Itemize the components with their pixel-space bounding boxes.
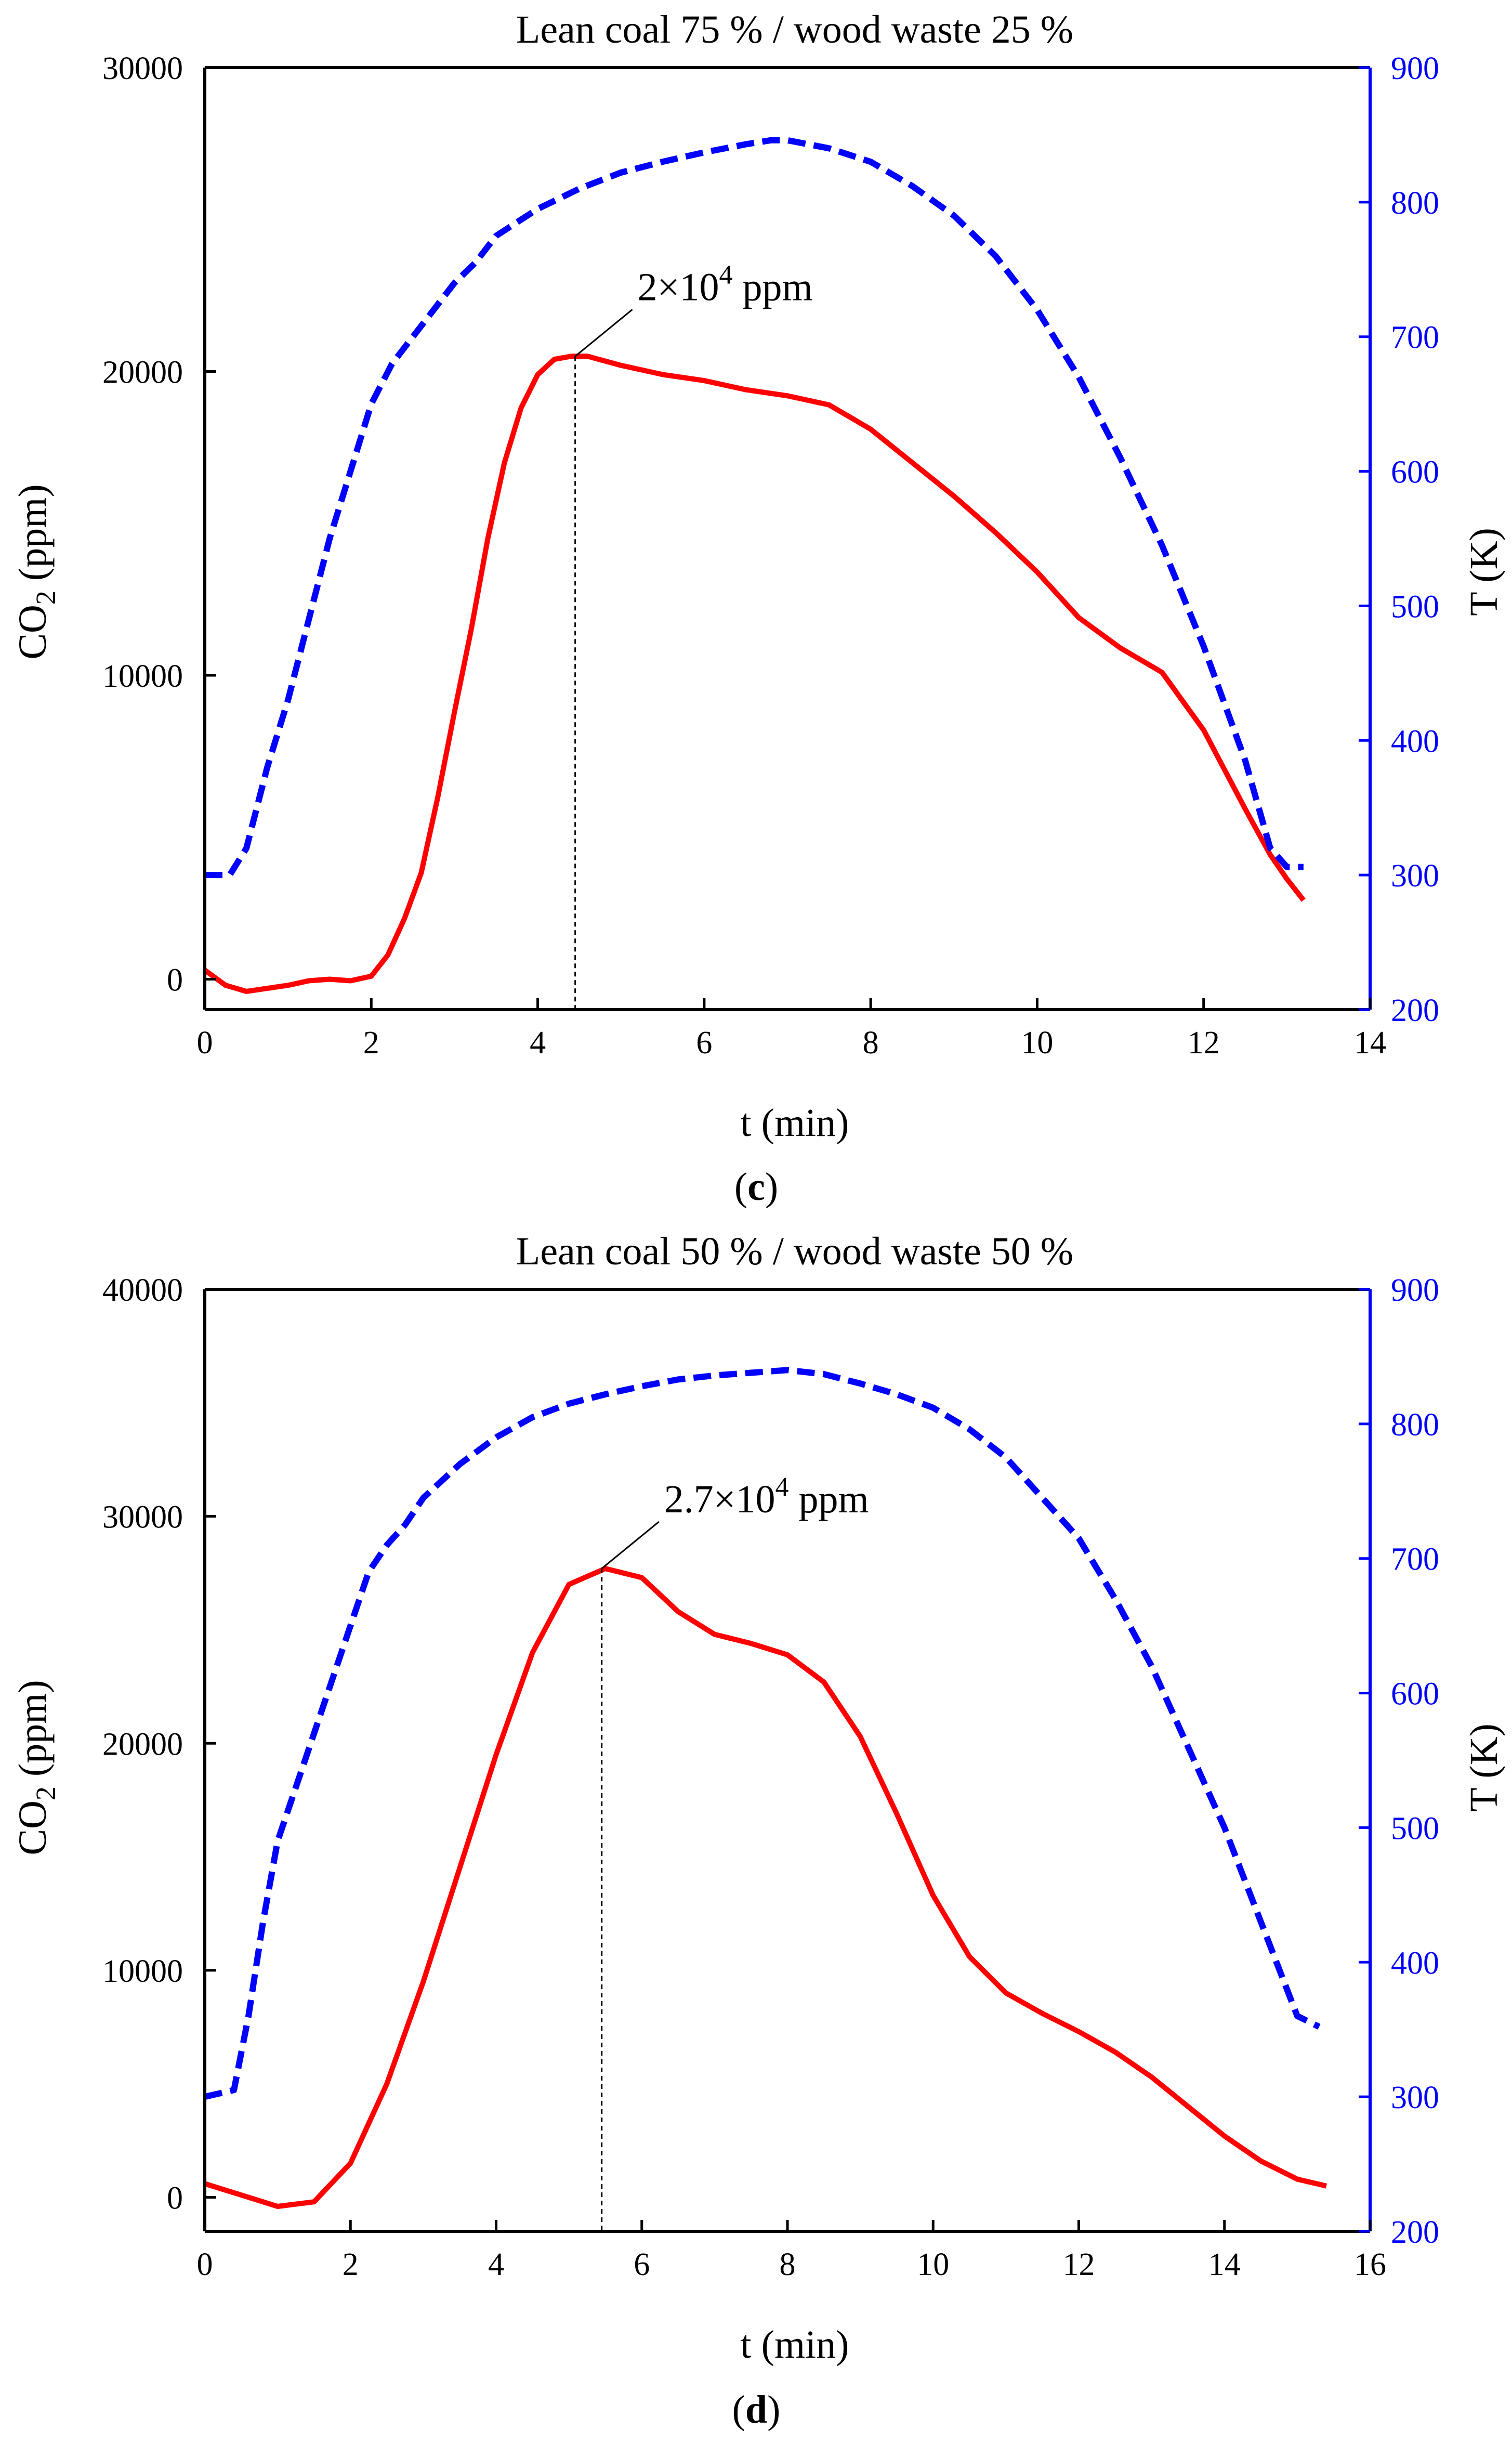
- y-axis-label-left: CO2 (ppm): [11, 1680, 61, 1855]
- temperature-series-line: [204, 1367, 1321, 2100]
- temperature-series-line: [205, 137, 1304, 879]
- y-right-tick-label: 500: [1391, 1811, 1439, 1846]
- co2-series-line: [203, 354, 1306, 994]
- x-tick-label: 12: [1063, 2247, 1095, 2282]
- y-left-tick-label: 20000: [102, 1727, 183, 1762]
- y-left-tick-label: 30000: [102, 51, 183, 86]
- y-right-tick-label: 400: [1391, 724, 1439, 759]
- y-left-tick-label: 30000: [102, 1500, 183, 1535]
- x-tick-label: 8: [780, 2247, 796, 2282]
- y-left-tick-label: 0: [167, 963, 183, 998]
- panel-d: Lean coal 50 % / wood waste 50 % 2.7×104…: [11, 1230, 1506, 2432]
- y-left-tick-label: 40000: [102, 1273, 183, 1308]
- plot-area: 2.7×104 ppm 0 2 4 6 8 10 12 14 16 0 10000 20000 30000…: [102, 1273, 1439, 2282]
- peak-annotation: 2×104 ppm: [638, 260, 813, 309]
- y-left-tick-label: 10000: [102, 659, 183, 694]
- y-right-tick-label: 700: [1391, 320, 1439, 356]
- x-tick-label: 6: [634, 2247, 650, 2282]
- y-right-tick-label: 600: [1391, 1677, 1439, 1712]
- y-axis-label-left: CO2 (ppm): [11, 484, 61, 659]
- x-tick-label: 10: [1021, 1025, 1053, 1061]
- y-right-tick-label: 800: [1391, 186, 1439, 221]
- peak-annotation: 2.7×104 ppm: [664, 1472, 869, 1521]
- x-tick-label: 4: [530, 1025, 546, 1061]
- x-tick-label: 6: [696, 1025, 712, 1061]
- x-tick-label: 2: [363, 1025, 379, 1061]
- plot-area: 2×104 ppm 0 2 4 6 8 10 12 14 0 10000 20000 30000 200 3…: [102, 51, 1439, 1061]
- x-tick-label: 8: [863, 1025, 879, 1061]
- x-tick-label: 16: [1354, 2247, 1386, 2282]
- y-right-tick-label: 800: [1391, 1407, 1439, 1443]
- y-axis-label-right: T (K): [1462, 1723, 1506, 1812]
- y-right-tick-label: 900: [1391, 1273, 1439, 1308]
- x-tick-label: 0: [197, 1025, 213, 1061]
- x-tick-label: 14: [1208, 2247, 1241, 2282]
- y-left-tick-label: 0: [167, 2181, 183, 2216]
- y-right-tick-label: 500: [1391, 589, 1439, 624]
- annotation-leader-line: [574, 309, 633, 357]
- co2-series-line: [204, 1566, 1327, 2209]
- y-right-tick-label: 900: [1391, 51, 1439, 86]
- x-tick-label: 10: [917, 2247, 949, 2282]
- x-tick-label: 14: [1354, 1025, 1386, 1061]
- y-left-tick-label: 20000: [102, 355, 183, 390]
- panel-caption: (c): [734, 1165, 778, 1209]
- chart-title: Lean coal 75 % / wood waste 25 %: [516, 8, 1073, 51]
- y-right-tick-label: 300: [1391, 858, 1439, 894]
- y-left-tick-label: 10000: [102, 1954, 183, 1989]
- x-axis-label: t (min): [741, 1101, 849, 1145]
- y-right-tick-label: 600: [1391, 455, 1439, 490]
- y-right-tick-label: 300: [1391, 2080, 1439, 2115]
- annotation-leader-line: [601, 1521, 660, 1570]
- panel-caption: (d): [732, 2388, 781, 2432]
- y-right-tick-label: 400: [1391, 1945, 1439, 1981]
- x-tick-label: 2: [343, 2247, 359, 2282]
- chart-title: Lean coal 50 % / wood waste 50 %: [516, 1230, 1073, 1273]
- y-right-tick-label: 700: [1391, 1542, 1439, 1577]
- x-axis-label: t (min): [741, 2323, 849, 2367]
- panel-c: Lean coal 75 % / wood waste 25 % 2×104 p…: [11, 8, 1506, 1209]
- y-right-tick-label: 200: [1391, 993, 1439, 1028]
- y-axis-label-right: T (K): [1462, 528, 1506, 616]
- x-tick-label: 0: [197, 2247, 213, 2282]
- x-tick-label: 4: [488, 2247, 504, 2282]
- y-right-tick-label: 200: [1391, 2215, 1439, 2250]
- x-tick-label: 12: [1188, 1025, 1220, 1061]
